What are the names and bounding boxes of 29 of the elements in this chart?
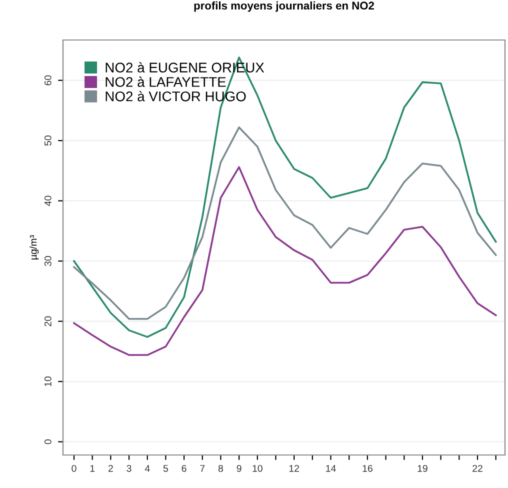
x-tick-label: 19 xyxy=(418,464,428,472)
x-tick-label: 6 xyxy=(182,464,186,472)
y-tick-label: 20 xyxy=(44,316,52,326)
line-series xyxy=(73,126,497,320)
x-tick-label: 22 xyxy=(472,464,482,472)
y-tick-label: 60 xyxy=(44,75,52,86)
x-tick-label: 8 xyxy=(218,464,224,472)
y-tick-label: 0 xyxy=(44,439,52,444)
y-tick-label: 50 xyxy=(44,136,52,146)
line-series xyxy=(73,166,497,356)
y-axis-title: µg/m³ xyxy=(30,235,39,260)
x-tick-label: 5 xyxy=(163,465,168,472)
y-tick-label: 10 xyxy=(44,376,52,386)
x-tick-label: 0 xyxy=(72,464,76,472)
x-tick-label: 12 xyxy=(289,464,300,472)
line-series xyxy=(73,56,497,338)
x-tick-label: 9 xyxy=(236,464,242,472)
y-tick-label: 40 xyxy=(44,196,52,206)
x-tick-label: 10 xyxy=(252,464,262,472)
x-tick-label: 4 xyxy=(144,465,150,472)
x-tick-label: 14 xyxy=(326,465,336,472)
x-tick-label: 7 xyxy=(200,465,205,472)
legend-label: NO2 à LAFAYETTE xyxy=(106,76,226,87)
x-tick-label: 16 xyxy=(362,464,372,472)
x-tick-label: 2 xyxy=(108,464,113,472)
y-tick-label: 30 xyxy=(44,256,52,266)
x-tick-label: 1 xyxy=(90,465,95,472)
x-tick-label: 3 xyxy=(126,464,132,472)
chart-title: profils moyens journaliers en NO2 xyxy=(194,1,374,12)
